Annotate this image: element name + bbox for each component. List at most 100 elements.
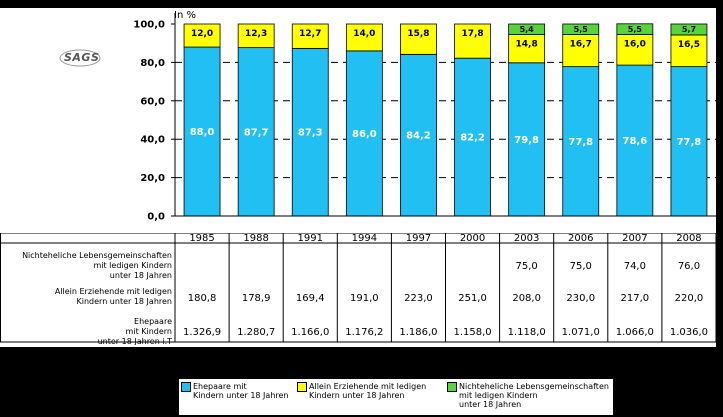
table-cell: 208,0	[512, 293, 541, 304]
x-tick-label: 1991	[298, 233, 323, 244]
x-tick-label: 2003	[514, 233, 539, 244]
table-cell: 1.186,0	[399, 327, 437, 338]
bar-label: 5,7	[682, 25, 696, 34]
legend-swatch	[447, 382, 457, 392]
legend-item: Allein Erziehende mit ledigen Kindern un…	[297, 382, 426, 400]
table-cell: 178,9	[242, 293, 271, 304]
bar-label: 14,8	[516, 39, 538, 49]
table-row-label: Nichteheliche Lebensgemeinschaften mit le…	[22, 251, 172, 280]
bar-segment	[562, 34, 600, 68]
bar-label: 5,4	[520, 25, 535, 34]
table-cell: 217,0	[621, 293, 650, 304]
legend-item: Ehepaare mit Kindern unter 18 Jahren	[181, 382, 289, 400]
bar-label: 87,3	[298, 128, 323, 139]
x-tick-label: 2000	[460, 233, 485, 244]
table-cell: 74,0	[624, 261, 646, 272]
bar-segment	[670, 23, 708, 36]
bar-segment	[616, 23, 654, 35]
table-cell: 1.118,0	[508, 327, 546, 338]
bar-label: 87,7	[244, 127, 269, 138]
data-table: 1985 1988 1991 1994 1997 2000 2003 2006 2007 2008…	[0, 233, 716, 345]
legend-label: Ehepaare mit Kindern unter 18 Jahren	[193, 382, 289, 400]
bar-segment	[562, 23, 600, 35]
y-unit-label: In %	[174, 10, 196, 21]
table-row-label: Allein Erziehende mit ledigen Kindern unt…	[55, 287, 172, 306]
table-cell: 1.036,0	[670, 327, 708, 338]
table-row-label: Ehepaare mit Kindern unter 18 Jahren i.T	[98, 317, 173, 345]
bar-segment	[670, 66, 708, 217]
bar-label: 77,8	[677, 137, 702, 148]
bar-label: 78,6	[623, 136, 648, 147]
y-tick-label: 20,0	[140, 173, 165, 184]
legend-swatch	[181, 382, 191, 392]
table-cell: 251,0	[458, 293, 487, 304]
table-cell: 1.166,0	[291, 327, 329, 338]
y-tick-label: 40,0	[140, 135, 165, 146]
table-cell: 1.176,2	[345, 327, 383, 338]
bar-label: 17,8	[461, 29, 483, 39]
bar-segment	[237, 47, 275, 217]
x-tick-label: 2006	[568, 233, 593, 244]
bar-label: 5,5	[574, 25, 589, 34]
table-cell: 220,0	[675, 293, 704, 304]
stacked-bar-chart: In % 0,0 20,0 40,0 60,0 80,0 100,0 88,0 12,0 87,7…	[133, 10, 716, 223]
x-tick-label: 1997	[406, 233, 431, 244]
top-border	[0, 0, 723, 8]
bar-segment	[183, 23, 221, 48]
bar-label: 12,0	[191, 29, 213, 39]
bar-label: 16,7	[570, 40, 592, 50]
bar-label: 16,5	[678, 40, 700, 50]
table-cell: 223,0	[404, 293, 433, 304]
bar-segment	[400, 53, 437, 217]
bar-label: 79,8	[514, 135, 539, 146]
x-tick-label: 2008	[676, 233, 701, 244]
bar-label: 5,5	[628, 25, 643, 34]
bar-segment	[400, 23, 437, 55]
y-tick-label: 100,0	[133, 20, 165, 31]
y-tick-label: 80,0	[140, 58, 165, 69]
bar-segment	[237, 23, 275, 49]
bar-label: 84,2	[406, 131, 431, 142]
bar-label: 86,0	[352, 129, 377, 140]
x-tick-label: 1988	[243, 233, 268, 244]
table-cell: 75,0	[570, 261, 592, 272]
bar-segment	[616, 33, 654, 66]
bar-label: 88,0	[190, 127, 215, 138]
bar-label: 16,0	[624, 39, 646, 49]
bar-segment	[454, 23, 491, 59]
legend-label: Nichteheliche Lebensgemeinschaften mit l…	[459, 382, 609, 409]
bar-segment	[345, 50, 383, 217]
sags-logo	[59, 49, 101, 67]
table-cell: 1.066,0	[616, 327, 654, 338]
table-cell: 169,4	[296, 293, 325, 304]
bar-label: 14,0	[353, 29, 375, 39]
bar-label: 12,7	[299, 29, 321, 39]
legend-label: Allein Erziehende mit ledigen Kindern un…	[309, 382, 427, 400]
table-cell: 75,0	[516, 261, 538, 272]
legend-swatch	[297, 382, 307, 392]
x-tick-label: 1994	[352, 233, 377, 244]
bar-label: 77,8	[568, 137, 593, 148]
bar-segment	[508, 33, 546, 64]
table-cell: 1.326,9	[183, 327, 221, 338]
bar-label: 82,2	[460, 133, 485, 144]
bar-segment	[291, 23, 329, 49]
bar-segment	[508, 23, 546, 35]
chart-legend: Ehepaare mit Kindern unter 18 Jahren Alle…	[178, 378, 614, 416]
table-cell: 1.071,0	[562, 327, 600, 338]
y-tick-label: 60,0	[140, 96, 165, 107]
y-tick-label: 0,0	[147, 212, 165, 223]
bar-segment	[670, 34, 708, 68]
legend-item: Nichteheliche Lebensgemeinschaften mit l…	[447, 382, 609, 409]
bar-segment	[454, 57, 491, 217]
table-cell: 191,0	[350, 293, 379, 304]
table-cell: 230,0	[566, 293, 595, 304]
bar-segment	[345, 23, 383, 52]
logo-text: SAGS	[64, 51, 100, 64]
table-cell: 1.280,7	[237, 327, 275, 338]
table-cell: 1.158,0	[453, 327, 491, 338]
bar-segment	[508, 62, 546, 217]
bar-label: 15,8	[407, 29, 429, 39]
table-cell: 180,8	[188, 293, 217, 304]
right-border	[716, 0, 723, 417]
